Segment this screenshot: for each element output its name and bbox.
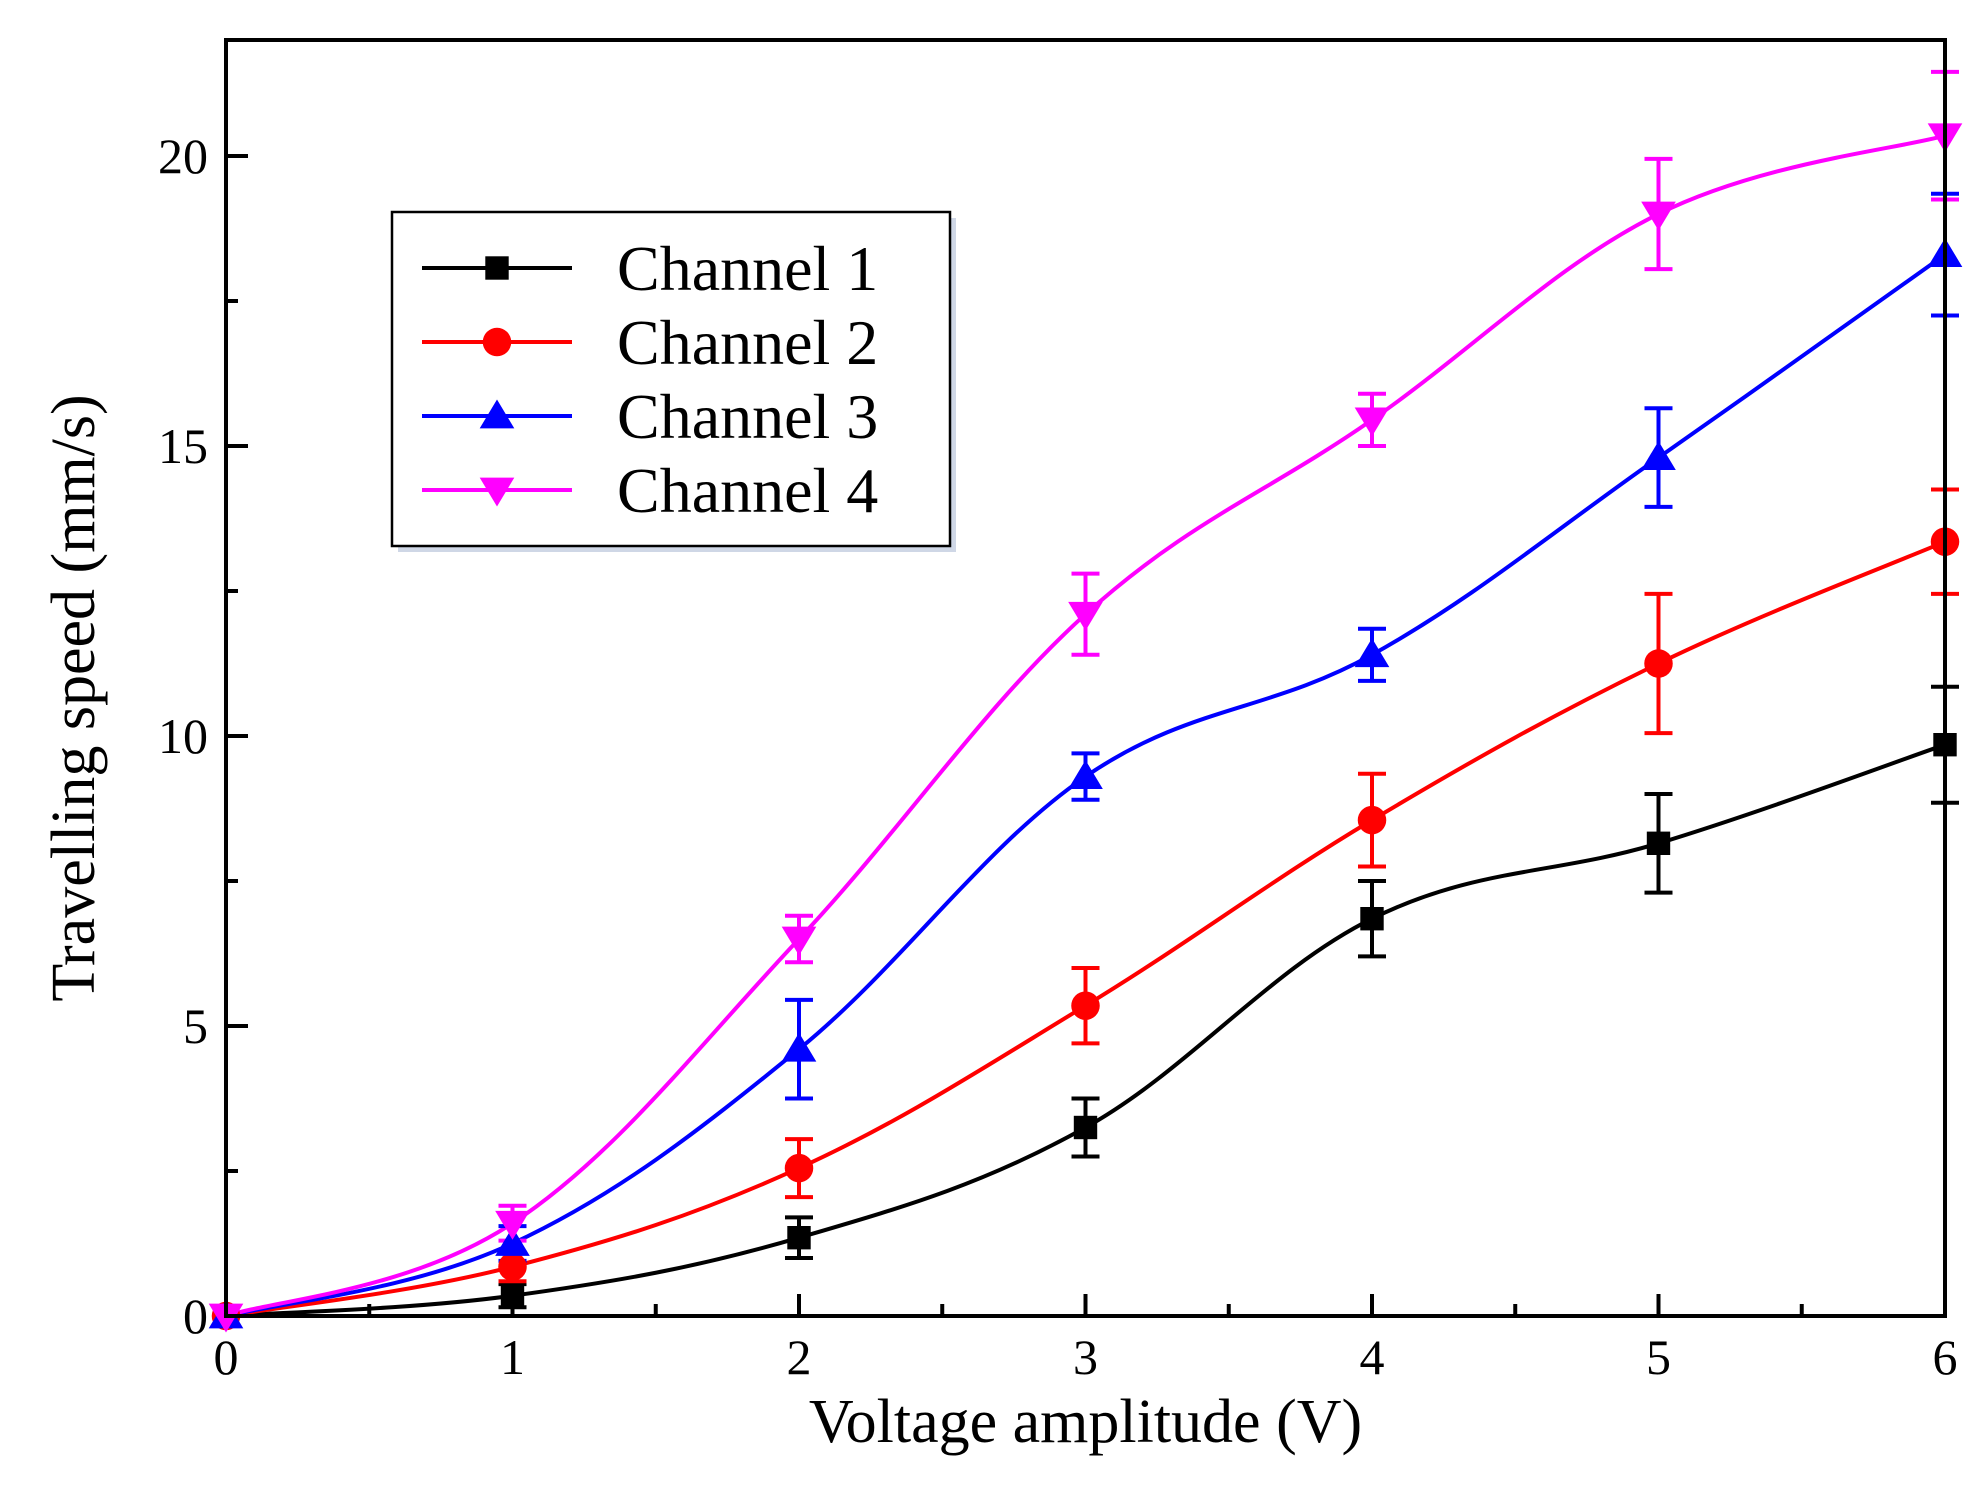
- x-tick-label: 1: [500, 1329, 525, 1385]
- data-point-square: [787, 1226, 811, 1250]
- y-tick-label: 20: [158, 128, 208, 184]
- y-tick-labels: 0 5 10 15 20: [158, 128, 208, 1344]
- legend-marker-circle: [482, 327, 512, 357]
- y-axis-title: Travelling speed (mm/s): [40, 394, 108, 1001]
- x-axis-title: Voltage amplitude (V): [809, 1388, 1362, 1456]
- data-point-triangle-down: [1641, 201, 1676, 231]
- x-tick-label: 5: [1646, 1329, 1671, 1385]
- data-point-square: [1646, 831, 1671, 855]
- data-point-triangle-down: [208, 1303, 244, 1333]
- legend-label: Channel 3: [617, 381, 878, 452]
- data-point-triangle-up: [1354, 638, 1390, 668]
- series-curve-2: [225, 539, 1946, 1318]
- y-tick-label: 5: [183, 998, 208, 1054]
- legend-label: Channel 4: [617, 455, 878, 526]
- data-point-triangle-up: [1068, 760, 1103, 789]
- x-tick-label: 3: [1073, 1329, 1098, 1385]
- data-point-triangle-down: [1068, 601, 1103, 631]
- y-tick-label: 10: [158, 708, 208, 764]
- data-point-triangle-down: [495, 1210, 530, 1240]
- x-tick-label: 0: [214, 1329, 239, 1385]
- data-point-circle: [498, 1252, 527, 1281]
- legend-marker-square: [485, 256, 509, 280]
- legend-label: Channel 1: [617, 233, 878, 304]
- x-tick-label: 6: [1933, 1329, 1958, 1385]
- x-tick-labels: 0 1 2 3 4 5 6: [214, 1329, 1958, 1385]
- data-point-triangle-up: [1641, 441, 1676, 470]
- x-tick-label: 4: [1360, 1329, 1385, 1385]
- data-point-circle: [1357, 805, 1387, 835]
- data-point-triangle-down: [1354, 407, 1390, 437]
- data-point-square: [1073, 1115, 1098, 1140]
- legend-marker-triangle-down: [479, 477, 515, 507]
- x-tick-label: 2: [787, 1329, 812, 1385]
- data-point-triangle-up: [781, 1032, 817, 1062]
- legend-label: Channel 2: [617, 307, 878, 378]
- data-point-circle: [1071, 991, 1100, 1020]
- data-point-triangle-up: [495, 1227, 530, 1256]
- data-point-circle: [1644, 649, 1673, 678]
- y-tick-label: 15: [158, 418, 208, 474]
- y-tick-label: 0: [183, 1288, 208, 1344]
- data-point-circle: [784, 1153, 814, 1183]
- data-point-square: [1360, 907, 1384, 931]
- data-point-triangle-down: [781, 926, 817, 956]
- data-markers: [208, 123, 1963, 1333]
- legend-marker-triangle-up: [479, 399, 515, 429]
- axis-ticks: [224, 154, 1947, 1318]
